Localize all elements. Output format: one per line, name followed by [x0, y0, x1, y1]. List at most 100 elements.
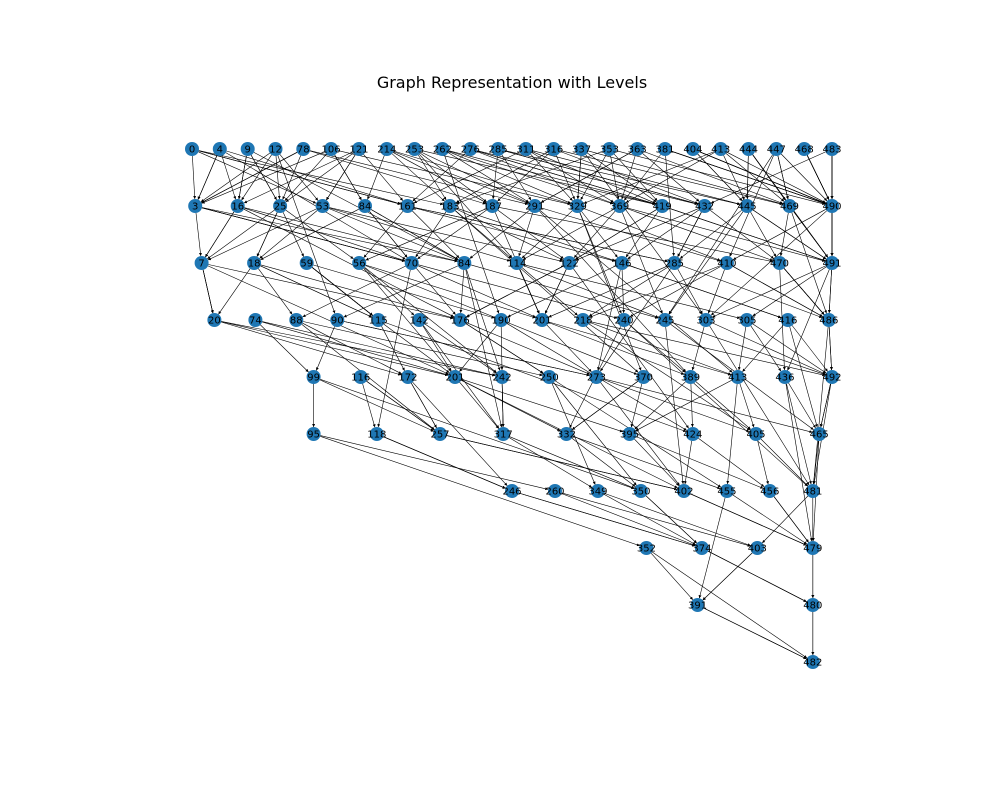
graph-edge: [282, 212, 304, 257]
node-circle: [315, 199, 330, 213]
node-label: 253: [405, 145, 424, 156]
graph-node: 352: [637, 541, 656, 555]
graph-edge: [583, 208, 721, 261]
node-circle: [324, 142, 339, 156]
node-label: 70: [405, 259, 418, 270]
graph-edge: [572, 436, 721, 490]
node-circle: [749, 427, 763, 441]
graph-edge: [589, 321, 826, 377]
graph-node: 9: [240, 142, 255, 156]
graph-edge: [518, 212, 533, 257]
graph-node: 490: [822, 199, 842, 213]
graph-node: 240: [614, 313, 634, 327]
graph-node: 142: [410, 313, 429, 327]
graph-edge: [827, 269, 832, 314]
graph-node: 253: [405, 142, 424, 156]
graph-node: 56: [352, 256, 367, 270]
graph-node: 285: [665, 256, 684, 270]
node-circle: [821, 313, 836, 327]
graph-edge: [504, 150, 698, 205]
node-label: 492: [822, 373, 841, 384]
node-label: 470: [770, 259, 789, 270]
node-circle: [268, 142, 283, 156]
graph-edge: [671, 151, 826, 205]
graph-edge: [455, 210, 512, 259]
node-label: 4: [217, 145, 223, 156]
graph-node: 480: [803, 598, 822, 612]
graph-edge: [573, 211, 616, 258]
graph-node: 455: [717, 484, 736, 498]
node-circle: [630, 142, 645, 156]
graph-node: 95: [306, 427, 321, 441]
graph-edge: [677, 268, 703, 315]
graph-node: 84: [358, 199, 372, 213]
graph-node: 424: [683, 427, 702, 441]
node-label: 419: [653, 202, 672, 213]
graph-node: 285: [489, 142, 508, 156]
graph-edge: [626, 208, 774, 262]
graph-edge: [652, 551, 808, 659]
graph-edge: [739, 383, 755, 428]
node-label: 329: [568, 202, 587, 213]
graph-edge: [218, 268, 251, 315]
graph-node: 3: [188, 199, 203, 213]
graph-node: 260: [545, 484, 565, 498]
node-circle: [825, 256, 839, 270]
node-label: 12: [269, 145, 282, 156]
graph-node: 349: [588, 484, 607, 498]
node-label: 291: [525, 202, 544, 213]
graph-edge: [571, 438, 636, 487]
graph-node: 482: [803, 655, 822, 669]
graph-edge: [207, 208, 317, 261]
node-label: 490: [822, 202, 841, 213]
graph-edge: [412, 381, 508, 487]
graph-edge: [668, 207, 826, 262]
graph-edge: [259, 210, 318, 259]
graph-edge: [551, 383, 596, 485]
graph-edge: [319, 379, 434, 432]
graph-node: 273: [587, 370, 606, 384]
graph-edge: [602, 379, 750, 433]
graph-edge: [466, 265, 564, 318]
graph-edge: [207, 265, 449, 375]
graph-edge: [752, 266, 827, 317]
node-label: 161: [398, 202, 417, 213]
graph-node: 374: [692, 541, 711, 555]
graph-edge: [695, 381, 751, 430]
node-circle: [805, 541, 820, 555]
graph-edge: [337, 150, 571, 206]
graph-edge: [576, 155, 582, 200]
node-label: 432: [695, 202, 714, 213]
node-circle: [602, 142, 617, 156]
node-label: 405: [746, 430, 765, 441]
graph-edge: [260, 265, 373, 318]
graph-edge: [650, 552, 694, 601]
graph-edge: [413, 151, 520, 204]
graph-node: 305: [737, 313, 756, 327]
node-circle: [527, 199, 542, 213]
graph-edge: [417, 265, 536, 318]
node-circle: [713, 142, 728, 156]
graph-edge: [253, 152, 459, 260]
graph-edge: [645, 495, 698, 544]
node-label: 410: [717, 259, 736, 270]
graph-edge: [581, 211, 618, 258]
graph-edge: [589, 265, 721, 318]
graph-edge: [201, 207, 406, 262]
node-label: 74: [249, 316, 262, 327]
nodes-layer: 0 4 9 12 78 106 121 214 253 262 276 285 311 316 337 353…: [185, 142, 842, 669]
graph-node: 250: [540, 370, 559, 384]
node-circle: [306, 427, 321, 441]
graph-edge: [422, 325, 452, 372]
node-circle: [576, 313, 590, 327]
node-circle: [562, 256, 577, 270]
node-label: 99: [307, 373, 320, 384]
graph-node: 201: [533, 313, 552, 327]
node-circle: [412, 313, 427, 327]
node-label: 9: [245, 145, 251, 156]
node-label: 84: [359, 202, 372, 213]
graph-edge: [420, 151, 529, 204]
graph-node: 332: [557, 427, 576, 441]
graph-edge: [622, 212, 663, 314]
graph-node: 53: [315, 199, 330, 213]
